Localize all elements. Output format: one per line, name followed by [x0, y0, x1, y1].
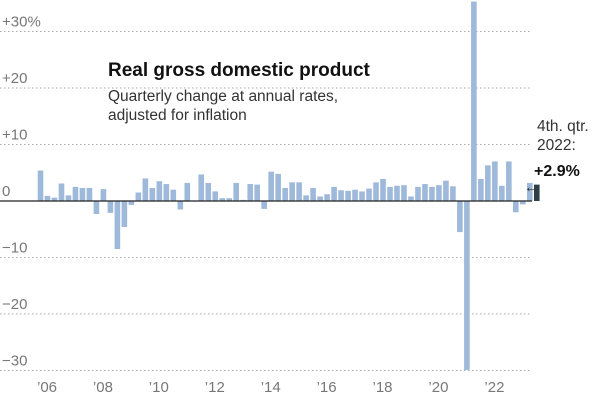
bar: [345, 190, 351, 201]
bar: [338, 190, 344, 201]
bar: [261, 201, 267, 209]
gridlines: [0, 31, 532, 371]
bar: [121, 201, 128, 227]
bar: [226, 198, 233, 202]
bar: [72, 186, 79, 202]
chart-subtitle-line-2: adjusted for inflation: [108, 107, 247, 124]
bar: [156, 181, 163, 201]
bar: [51, 197, 58, 201]
bar: [128, 201, 135, 205]
bar: [331, 186, 337, 202]
bar: [471, 1, 477, 202]
bar: [485, 165, 491, 201]
annotation-line-2: 2022:: [537, 137, 576, 154]
bar: [303, 195, 309, 201]
bar: [296, 182, 302, 201]
bar: [492, 161, 498, 201]
bar: [205, 182, 212, 201]
bar: [86, 188, 93, 201]
bar: [198, 174, 205, 201]
bar: [100, 189, 107, 201]
x-tick-label: ’12: [205, 379, 225, 396]
bar: [324, 194, 330, 201]
bar: [436, 185, 442, 201]
bar: [114, 201, 121, 250]
x-tick-label: ’16: [317, 379, 337, 396]
bar: [282, 188, 288, 201]
bar: [513, 201, 519, 213]
x-tick-label: ’10: [149, 379, 169, 396]
y-tick-label: −10: [2, 240, 27, 257]
bar: [107, 201, 114, 213]
bar: [79, 188, 86, 201]
bar: [212, 191, 219, 202]
bar: [366, 188, 372, 201]
bar: [289, 182, 295, 201]
annotation-arrow: ←: [524, 179, 540, 196]
bar: [520, 201, 526, 205]
bar: [254, 184, 260, 202]
bar: [184, 182, 191, 201]
bar: [135, 192, 142, 202]
bar: [268, 171, 274, 201]
y-tick-label: +30%: [2, 14, 41, 31]
x-tick-label: ’18: [373, 379, 393, 396]
y-tick-label: +10: [2, 127, 27, 144]
bar: [408, 196, 414, 201]
x-tick-label: ’06: [37, 379, 57, 396]
bar-latest: [533, 184, 540, 202]
bar: [163, 184, 170, 201]
x-tick-label: ’22: [484, 379, 504, 396]
bar: [394, 185, 400, 202]
bar: [359, 191, 365, 202]
bar: [457, 201, 463, 233]
bar: [93, 201, 100, 214]
y-tick-label: +20: [2, 70, 27, 87]
bar: [415, 186, 421, 202]
bar: [275, 173, 281, 201]
bar: [506, 161, 512, 201]
bar: [58, 183, 65, 202]
bar: [352, 189, 358, 201]
x-tick-label: ’14: [261, 379, 281, 396]
bar: [65, 195, 72, 201]
bar: [464, 201, 470, 370]
bar: [177, 201, 184, 210]
chart-title: Real gross domestic product: [108, 60, 371, 81]
bar: [422, 184, 428, 201]
bar: [478, 178, 484, 202]
bar: [219, 198, 226, 202]
bar: [247, 184, 253, 201]
bar: [149, 188, 156, 201]
y-tick-label: −30: [2, 353, 27, 370]
bar: [450, 186, 456, 201]
bar: [401, 185, 407, 201]
bar: [429, 186, 435, 202]
bar: [317, 196, 323, 201]
bar: [310, 188, 316, 201]
chart-subtitle-line-1: Quarterly change at annual rates,: [108, 88, 338, 105]
x-tick-label: ’20: [428, 379, 448, 396]
x-tick-label: ’08: [93, 379, 113, 396]
bar: [142, 178, 149, 201]
x-tick-labels: ’06 ’08 ’10 ’12 ’14 ’16 ’18 ’20 ’22: [37, 379, 504, 396]
bar: [44, 195, 51, 201]
bar: [170, 189, 177, 201]
bars: [37, 1, 540, 370]
bar: [443, 180, 449, 201]
bar: [527, 182, 533, 201]
y-tick-labels: +30% +20 +10 0 −10 −20 −30: [2, 14, 41, 370]
bar: [373, 182, 379, 201]
bar: [37, 170, 44, 201]
annotation-value: +2.9%: [534, 163, 580, 180]
annotation-line-1: 4th. qtr.: [537, 118, 589, 135]
y-tick-label: −20: [2, 296, 27, 313]
bar: [380, 178, 386, 202]
y-tick-label: 0: [2, 183, 10, 200]
bar: [233, 182, 240, 201]
bar: [387, 186, 393, 202]
bar: [499, 185, 505, 202]
